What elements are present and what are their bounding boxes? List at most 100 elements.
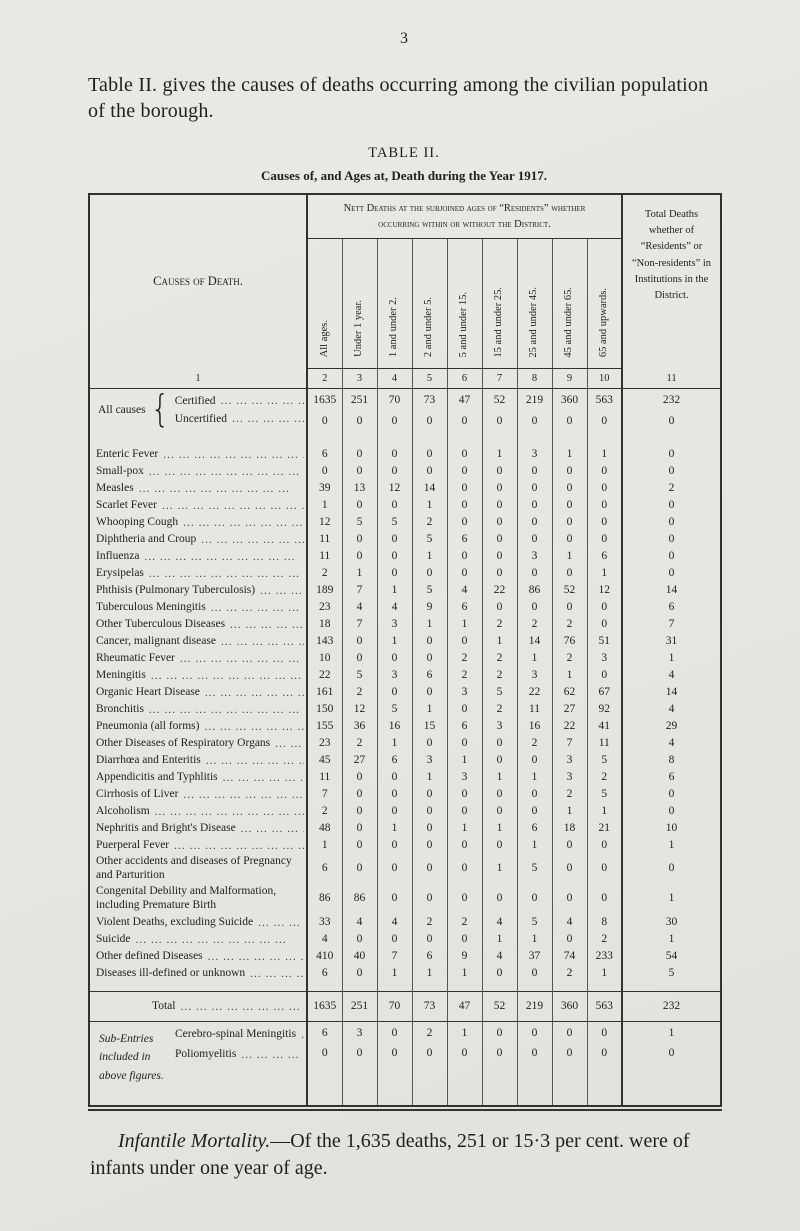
value-cell: 0 (551, 410, 587, 432)
value-cell: 0 (376, 1041, 412, 1062)
value-cell: 0 (551, 1021, 587, 1042)
value-cell: 0 (551, 496, 587, 514)
value-cell: 0 (376, 547, 412, 565)
column-number: 6 (446, 368, 482, 390)
value-cell: 1 (376, 964, 412, 982)
value-cell: 3 (411, 751, 447, 769)
value-cell: 3 (376, 666, 412, 684)
value-cell: 2 (306, 802, 342, 820)
value-cell: 27 (341, 751, 377, 769)
value-cell: 1 (306, 496, 342, 514)
value-cell: 0 (376, 930, 412, 948)
value-cell: 1 (481, 445, 517, 463)
value-cell: 22 (481, 581, 517, 599)
value-cell: 92 (586, 700, 623, 718)
total-value-cell: 6 (621, 768, 722, 786)
value-cell: 12 (341, 700, 377, 718)
value-cell: 0 (516, 530, 552, 548)
leader-dots (208, 951, 304, 963)
age-column-label: 25 and under 45. (528, 286, 540, 358)
table-row: Appendicitis and Typhlitis11001311326 (89, 768, 722, 786)
value-cell: 4 (376, 913, 412, 931)
total-value-cell: 1 (621, 1021, 722, 1042)
cause-cell: Suicide (89, 930, 308, 948)
value-cell: 0 (481, 479, 517, 497)
age-column-label: 5 and under 15. (458, 291, 470, 358)
value-cell: 0 (446, 836, 482, 854)
value-cell: 563 (586, 388, 623, 411)
value-cell: 410 (306, 947, 342, 965)
value-cell: 0 (481, 462, 517, 480)
value-cell: 23 (306, 598, 342, 616)
value-cell: 0 (551, 513, 587, 531)
cause-label: Organic Heart Disease (96, 685, 200, 698)
value-cell: 0 (446, 513, 482, 531)
value-cell: 0 (586, 530, 623, 548)
cause-cell: Cirrhosis of Liver (89, 785, 308, 803)
value-cell: 0 (341, 445, 377, 463)
leader-dots (221, 636, 304, 648)
value-cell: 3 (586, 649, 623, 667)
value-cell: 0 (481, 564, 517, 582)
value-cell: 3 (341, 1021, 377, 1042)
value-cell: 0 (376, 410, 412, 432)
group-header: Nett Deaths at the subjoined ages of “Re… (307, 193, 623, 240)
value-cell: 0 (341, 785, 377, 803)
value-cell: 3 (516, 445, 552, 463)
value-cell: 1 (481, 819, 517, 837)
total-value-cell: 1 (621, 649, 722, 667)
value-cell: 2 (481, 666, 517, 684)
value-cell: 0 (341, 768, 377, 786)
table-row: Rheumatic Fever10000221231 (89, 649, 722, 667)
total-value-cell: 0 (621, 513, 722, 531)
table-row: Other accidents and diseases of Pregnanc… (89, 853, 722, 884)
value-cell: 0 (516, 964, 552, 982)
cause-cell: Phthisis (Pulmonary Tuberculosis) (89, 581, 308, 599)
cause-cell: Erysipelas (89, 564, 308, 582)
cause-label: Meningitis (96, 668, 146, 681)
age-column-header: All ages. (306, 238, 342, 370)
cause-cell: Small-pox (89, 462, 308, 480)
total-value-cell: 0 (621, 445, 722, 463)
value-cell: 3 (376, 615, 412, 633)
value-cell: 0 (341, 1041, 377, 1062)
value-cell: 189 (306, 581, 342, 599)
value-cell: 0 (341, 836, 377, 854)
value-cell: 0 (341, 802, 377, 820)
cause-cell: Nephritis and Bright's Disease (89, 819, 308, 837)
cause-label: Diarrhœa and Enteritis (96, 753, 201, 766)
cause-label: Bronchitis (96, 702, 144, 715)
value-cell: 1635 (306, 990, 342, 1022)
cause-cell: Poliomyelitis (169, 1041, 308, 1062)
value-cell: 5 (411, 581, 447, 599)
value-cell: 2 (481, 615, 517, 633)
value-cell: 0 (411, 836, 447, 854)
cause-cell: Pneumonia (all forms) (89, 717, 308, 735)
cause-label: Cirrhosis of Liver (96, 787, 179, 800)
value-cell: 1 (446, 964, 482, 982)
leader-dots (241, 823, 304, 835)
value-cell: 48 (306, 819, 342, 837)
cause-cell: Alcoholism (89, 802, 308, 820)
value-cell: 0 (586, 666, 623, 684)
value-cell: 3 (481, 717, 517, 735)
value-cell: 0 (306, 410, 342, 432)
value-cell: 0 (551, 853, 587, 884)
total-value-cell: 8 (621, 751, 722, 769)
table-row: Puerperal Fever1000001001 (89, 836, 722, 854)
value-cell: 0 (411, 410, 447, 432)
cause-cell: Other accidents and diseases of Pregnanc… (89, 853, 308, 884)
value-cell: 0 (481, 513, 517, 531)
value-cell: 2 (516, 615, 552, 633)
value-cell: 0 (446, 479, 482, 497)
value-cell: 0 (481, 785, 517, 803)
value-cell: 1 (551, 666, 587, 684)
value-cell: 22 (551, 717, 587, 735)
cause-label: Tuberculous Meningitis (96, 600, 206, 613)
value-cell: 18 (306, 615, 342, 633)
table-row: Influenza11001003160 (89, 547, 722, 565)
value-cell: 5 (516, 853, 552, 884)
cause-cell: Influenza (89, 547, 308, 565)
table-label: TABLE II. (368, 144, 440, 161)
leader-dots (136, 934, 305, 946)
